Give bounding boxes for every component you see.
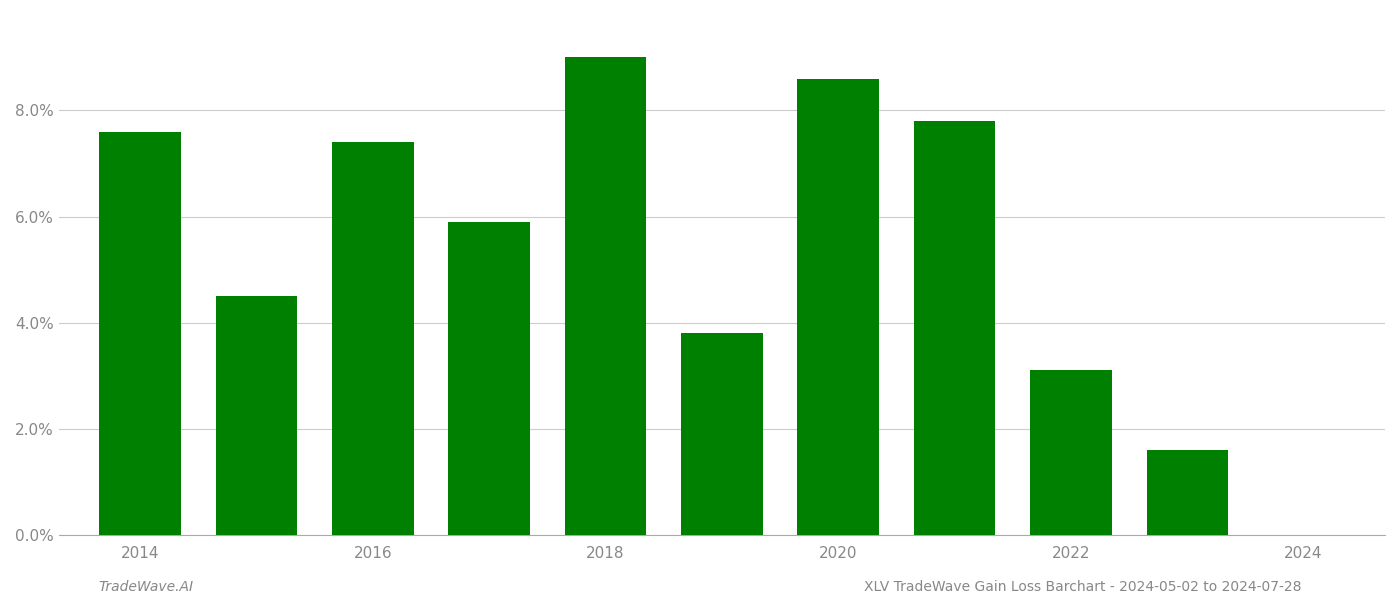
Bar bbox=[564, 58, 647, 535]
Bar bbox=[216, 296, 297, 535]
Bar bbox=[798, 79, 879, 535]
Bar bbox=[1147, 450, 1228, 535]
Bar bbox=[1030, 370, 1112, 535]
Bar bbox=[448, 222, 531, 535]
Bar bbox=[99, 132, 181, 535]
Bar bbox=[332, 142, 413, 535]
Text: TradeWave.AI: TradeWave.AI bbox=[98, 580, 193, 594]
Text: XLV TradeWave Gain Loss Barchart - 2024-05-02 to 2024-07-28: XLV TradeWave Gain Loss Barchart - 2024-… bbox=[865, 580, 1302, 594]
Bar bbox=[682, 333, 763, 535]
Bar bbox=[914, 121, 995, 535]
